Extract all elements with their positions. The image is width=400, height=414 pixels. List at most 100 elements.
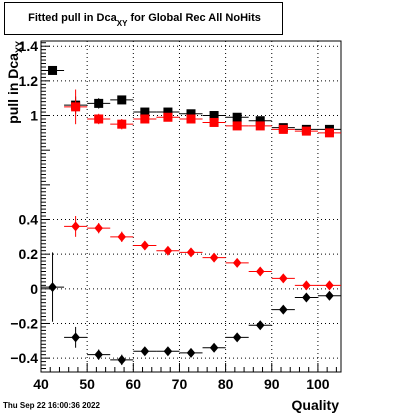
diamond-marker <box>71 332 80 343</box>
square-marker <box>163 107 173 117</box>
data-point <box>271 304 295 315</box>
diamond-marker <box>255 320 265 331</box>
x-tick-label: 70 <box>172 376 188 392</box>
data-point <box>110 95 134 105</box>
diamond-marker <box>163 346 173 357</box>
x-tick-label: 100 <box>306 376 330 392</box>
data-point <box>202 111 226 121</box>
data-point <box>317 128 341 138</box>
data-point <box>110 231 134 243</box>
diamond-marker <box>255 266 265 277</box>
y-axis-title-subscript: XY <box>14 41 24 53</box>
diamond-marker <box>140 346 150 357</box>
y-tick-label: 0.4 <box>19 211 39 227</box>
y-tick-label: −0.2 <box>10 315 38 331</box>
diamond-marker <box>140 240 150 251</box>
data-point <box>64 326 88 348</box>
data-point <box>179 114 203 124</box>
data-point <box>248 121 272 131</box>
chart-title-box: Fitted pull in DcaXY for Global Rec All … <box>4 2 283 35</box>
diamond-marker <box>186 247 196 258</box>
data-point <box>294 292 318 303</box>
axes: 40 50 60 70 80 90 100 −0.4 −0.2 0 0.2 0.4 1 1.2 1.4 <box>10 38 337 392</box>
data-point <box>179 247 203 258</box>
diamond-marker <box>209 342 219 353</box>
data-point <box>41 252 65 322</box>
diamond-marker <box>117 231 127 242</box>
square-marker <box>278 124 288 134</box>
data-point <box>110 354 134 366</box>
data-point <box>225 112 249 122</box>
y-axis-title: pull in DcaXY <box>5 41 24 124</box>
diamond-marker <box>232 332 242 343</box>
diamond-marker <box>279 273 288 284</box>
y-axis-title-main: pull in Dca <box>5 53 21 124</box>
chart-title-main: Fitted pull in Dca <box>28 12 117 24</box>
square-marker <box>71 102 81 112</box>
data-point <box>294 280 318 291</box>
data-point <box>133 346 157 357</box>
data-point <box>202 252 226 263</box>
square-marker <box>163 112 173 122</box>
diamond-marker <box>186 347 196 358</box>
y-tick-label: 1.4 <box>19 38 39 54</box>
data-point <box>156 346 180 357</box>
chart-title: Fitted pull in DcaXY for Global Rec All … <box>5 12 284 28</box>
data-point <box>225 121 249 131</box>
diamond-marker <box>232 257 242 268</box>
data-point <box>156 245 180 256</box>
data-point <box>225 332 249 343</box>
square-marker <box>186 109 196 119</box>
data-point <box>87 113 111 125</box>
diamond-marker <box>302 292 311 303</box>
square-marker <box>209 111 219 121</box>
square-marker <box>186 114 196 124</box>
x-tick-label: 60 <box>126 376 142 392</box>
diamond-marker <box>279 304 288 315</box>
data-point <box>87 349 111 360</box>
diamond-marker <box>48 282 57 293</box>
square-marker <box>301 126 311 136</box>
square-marker <box>232 112 242 122</box>
y-tick-label: 0 <box>30 281 38 297</box>
square-marker <box>140 114 150 124</box>
x-tick-label: 80 <box>218 376 234 392</box>
data-point <box>133 107 157 117</box>
diamond-marker <box>71 221 80 232</box>
x-tick-label: 90 <box>264 376 280 392</box>
y-tick-label: 1 <box>30 108 38 124</box>
chart-title-subscript: XY <box>116 19 128 28</box>
diamond-marker <box>94 223 103 234</box>
data-point <box>225 257 249 268</box>
data-point <box>156 112 180 122</box>
plot-frame <box>40 40 342 373</box>
square-marker <box>48 65 58 75</box>
data-point <box>87 98 111 109</box>
square-marker <box>117 119 127 129</box>
data-point <box>294 126 318 136</box>
square-marker <box>232 121 242 131</box>
diamond-marker <box>117 354 127 365</box>
diamond-marker <box>94 349 103 360</box>
y-tick-label: 1.2 <box>19 73 39 89</box>
x-tick-label: 50 <box>79 376 95 392</box>
y-tick-label: −0.4 <box>10 350 38 366</box>
data-point <box>110 118 134 130</box>
square-marker <box>140 107 150 117</box>
square-marker <box>255 121 265 131</box>
diamond-marker <box>163 245 173 256</box>
diamond-marker <box>325 280 334 291</box>
data-point <box>64 216 88 237</box>
chart-title-suffix: for Global Rec All NoHits <box>127 12 261 24</box>
x-axis-title: Quality <box>292 397 340 413</box>
data-point <box>64 89 88 125</box>
data-point <box>248 320 272 331</box>
data-point <box>271 273 295 284</box>
diamond-marker <box>209 252 219 263</box>
data-point <box>317 290 341 301</box>
square-marker <box>94 98 104 108</box>
data-point <box>133 240 157 251</box>
x-tick-label: 40 <box>33 376 49 392</box>
data-point <box>41 65 65 75</box>
